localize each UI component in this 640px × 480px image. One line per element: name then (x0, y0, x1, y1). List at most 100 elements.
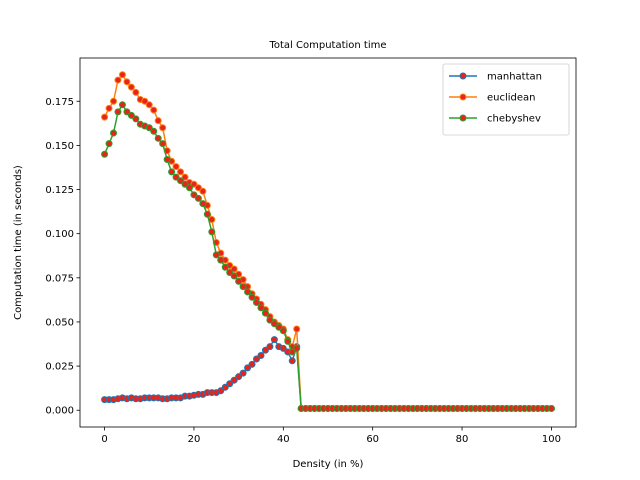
data-point-euclidean (159, 124, 167, 132)
y-tick-label: 0.075 (45, 273, 74, 284)
y-tick-label: 0.000 (45, 406, 74, 417)
data-point-euclidean (127, 83, 135, 91)
data-point-chebyshev (105, 140, 113, 148)
data-point-chebyshev (118, 101, 126, 109)
legend-marker (459, 114, 467, 122)
data-point-chebyshev (168, 168, 176, 176)
data-point-euclidean (172, 163, 180, 171)
x-axis-label: Density (in %) (293, 459, 364, 470)
data-point-chebyshev (266, 316, 274, 324)
data-point-manhattan (266, 343, 274, 351)
y-tick-label: 0.175 (45, 97, 74, 108)
data-point-chebyshev (127, 111, 135, 119)
plot-area: 0 20 40 60 80 100 0.0000.0250.0500.0750.1000.… (45, 57, 577, 445)
data-point-manhattan (226, 380, 234, 388)
x-tick-label: 80 (456, 434, 469, 445)
data-point-chebyshev (203, 210, 211, 218)
data-point-euclidean (154, 117, 162, 125)
legend-item-chebyshev: chebyshev (449, 114, 541, 125)
data-point-manhattan (235, 373, 243, 381)
legend-label: manhattan (487, 72, 542, 83)
series-line-chebyshev (103, 103, 552, 410)
data-point-euclidean (145, 101, 153, 109)
data-point-chebyshev (190, 191, 198, 199)
data-point-manhattan (244, 364, 252, 372)
data-point-manhattan (248, 360, 256, 368)
x-tick-label: 0 (101, 434, 107, 445)
data-point-chebyshev (261, 309, 269, 317)
x-tick-label: 20 (188, 434, 201, 445)
data-point-chebyshev (253, 299, 260, 307)
data-point-manhattan (279, 344, 287, 352)
data-point-chebyshev (270, 320, 278, 328)
data-point-euclidean (110, 97, 118, 105)
data-point-euclidean (141, 97, 149, 105)
data-point-euclidean (194, 184, 202, 192)
data-point-chebyshev (199, 200, 207, 208)
legend-marker (459, 72, 467, 80)
data-point-euclidean (199, 187, 207, 195)
data-point-chebyshev (235, 277, 243, 285)
data-point-chebyshev (159, 140, 167, 148)
data-point-manhattan (230, 376, 238, 384)
series-chebyshev (101, 101, 555, 412)
data-point-euclidean (230, 265, 238, 273)
data-point-chebyshev (145, 124, 153, 132)
data-point-euclidean (293, 325, 301, 333)
data-point-chebyshev (244, 288, 252, 296)
data-point-euclidean (118, 71, 126, 79)
data-point-chebyshev (279, 327, 287, 335)
data-point-chebyshev (163, 156, 171, 164)
x-tick-label: 100 (542, 434, 561, 445)
data-point-chebyshev (212, 251, 220, 259)
data-point-chebyshev (248, 293, 256, 301)
legend-item-euclidean: euclidean (449, 93, 536, 104)
x-axis-ticks: 0 20 40 60 80 100 (101, 427, 561, 445)
data-point-euclidean (177, 168, 185, 176)
data-point-manhattan (217, 387, 225, 395)
legend-label: euclidean (487, 93, 536, 104)
y-axis-ticks: 0.000 0.025 0.050 0.075 0.100 0.125 0.150 0.175 (45, 97, 80, 417)
series-manhattan (101, 336, 555, 412)
data-point-chebyshev (275, 323, 283, 331)
data-point-chebyshev (230, 272, 238, 280)
data-point-euclidean (190, 180, 198, 188)
data-point-chebyshev (101, 150, 109, 158)
data-point-manhattan (221, 383, 229, 391)
data-point-manhattan (288, 357, 296, 365)
legend: manhattan euclidean chebyshev (442, 63, 570, 136)
data-point-chebyshev (208, 228, 216, 236)
data-point-euclidean (132, 88, 140, 96)
legend-item-manhattan: manhattan (449, 72, 542, 83)
chart-title: Total Computation time (268, 40, 386, 51)
data-point-chebyshev (217, 256, 225, 264)
y-axis-label: Computation time (in seconds) (13, 165, 24, 320)
data-point-chebyshev (123, 108, 131, 116)
data-point-chebyshev (284, 337, 292, 345)
x-tick-label: 60 (366, 434, 379, 445)
y-tick-label: 0.150 (45, 141, 74, 152)
data-point-chebyshev (257, 304, 265, 312)
data-point-chebyshev (110, 129, 118, 137)
data-point-manhattan (270, 336, 278, 344)
data-point-chebyshev (293, 344, 301, 352)
data-point-chebyshev (114, 108, 122, 116)
data-point-chebyshev (194, 194, 202, 202)
data-point-chebyshev (221, 263, 229, 271)
data-point-euclidean (150, 106, 158, 114)
y-tick-label: 0.100 (45, 229, 74, 240)
data-point-euclidean (181, 173, 189, 181)
data-point-manhattan (253, 355, 260, 363)
data-point-euclidean (101, 113, 109, 121)
data-point-chebyshev (172, 173, 180, 181)
data-point-chebyshev (132, 115, 140, 123)
data-point-chebyshev (177, 177, 185, 185)
x-tick-label: 40 (277, 434, 290, 445)
data-point-manhattan (257, 352, 265, 359)
data-point-euclidean (123, 78, 131, 86)
data-point-chebyshev (226, 269, 234, 277)
data-point-euclidean (114, 76, 122, 84)
data-point-chebyshev (154, 134, 162, 142)
data-point-chebyshev (185, 184, 193, 192)
